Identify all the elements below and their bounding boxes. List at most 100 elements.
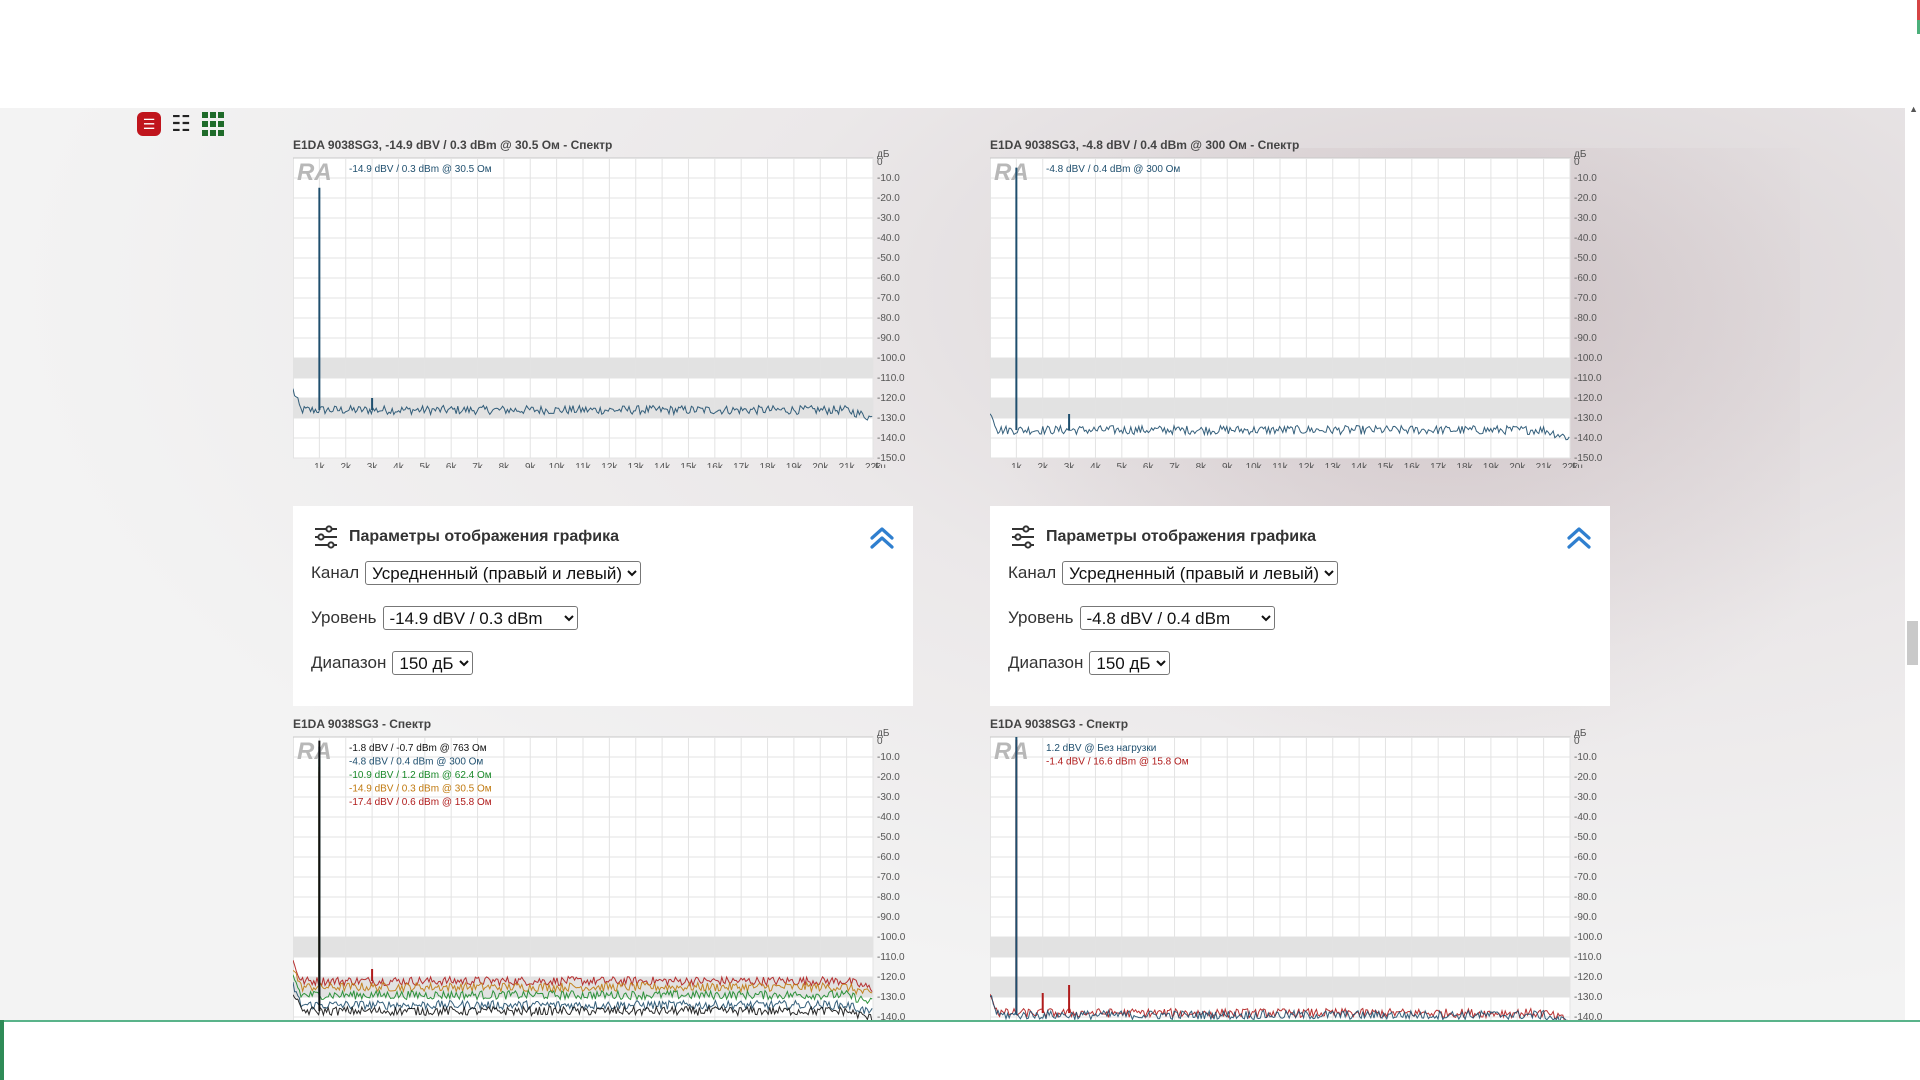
channel-label: Канал: [1008, 563, 1057, 582]
x-tick-label: 12k: [601, 462, 618, 468]
x-tick-label: 15k: [1377, 462, 1394, 468]
chevron-up-double-icon[interactable]: [1566, 526, 1592, 550]
y-tick-label: -80.0: [1574, 892, 1597, 903]
y-tick-label: -130.0: [1574, 992, 1603, 1003]
scroll-up-arrow-icon[interactable]: ▲: [1909, 104, 1918, 114]
corner-accent: [1917, 20, 1920, 34]
x-tick-label: 20k: [1509, 462, 1526, 468]
y-tick-label: -20.0: [877, 772, 900, 783]
y-tick-label: -40.0: [877, 233, 900, 244]
legend-entry: 1.2 dBV @ Без нагрузки: [1046, 743, 1156, 754]
y-tick-label: -80.0: [1574, 313, 1597, 324]
chart-title: E1DA 9038SG3 - Спектр: [990, 717, 1129, 731]
range-row: Диапазон 150 дБ: [311, 651, 474, 675]
channel-row: Канал Усредненный (правый и левый): [311, 561, 642, 585]
x-tick-label: 11k: [1272, 462, 1288, 468]
y-tick-label: -30.0: [1574, 792, 1597, 803]
x-tick-label: 14k: [1351, 462, 1368, 468]
noise-floor-line: [293, 388, 873, 421]
y-tick-label: 0: [877, 157, 883, 168]
y-tick-label: -50.0: [1574, 253, 1597, 264]
list-icon[interactable]: ☷: [171, 111, 191, 136]
x-tick-label: 1k: [1011, 462, 1023, 468]
y-tick-label: -110.0: [877, 373, 905, 384]
y-tick-label: -40.0: [877, 812, 900, 823]
y-tick-label: -90.0: [1574, 333, 1597, 344]
y-tick-label: -90.0: [877, 333, 900, 344]
noise-floor-line: [293, 959, 873, 992]
legend-entry: -1.4 dBV / 16.6 dBm @ 15.8 Ом: [1046, 757, 1189, 768]
scrollbar[interactable]: [1905, 108, 1920, 1020]
x-tick-label: 2k: [1037, 462, 1049, 468]
x-tick-label: 18k: [1456, 462, 1473, 468]
grid-icon[interactable]: [201, 112, 225, 136]
scrollbar-thumb[interactable]: [1907, 621, 1918, 665]
x-tick-label: 16k: [707, 462, 724, 468]
level-row: Уровень -4.8 dBV / 0.4 dBm: [1008, 606, 1275, 630]
x-tick-label: 17k: [733, 462, 750, 468]
x-tick-label: 5k: [1117, 462, 1129, 468]
y-tick-label: -60.0: [1574, 852, 1597, 863]
y-tick-label: -140.0: [1574, 1012, 1603, 1020]
x-tick-label: 5k: [420, 462, 432, 468]
chart-plot: дБ0 -10.0 -20.0 -30.0 -40.0 -50.0 -60.0 -70.0 -8…: [293, 729, 906, 1020]
bottom-bar: [0, 1020, 1920, 1080]
range-label: Диапазон: [311, 653, 387, 672]
chart-settings-panel: Параметры отображения графика Канал Усре…: [990, 506, 1610, 706]
range-select[interactable]: 150 дБ: [1089, 651, 1171, 675]
noise-floor-line: [990, 993, 1569, 1020]
y-tick-label: -150.0: [1574, 453, 1603, 464]
chevron-up-double-icon[interactable]: [869, 526, 895, 550]
legend-entry: -14.9 dBV / 0.3 dBm @ 30.5 Ом: [349, 164, 492, 175]
x-tick-label: 3k: [367, 462, 379, 468]
y-tick-label: -110.0: [877, 952, 905, 963]
x-tick-label: 7k: [472, 462, 484, 468]
y-tick-label: -120.0: [877, 393, 906, 404]
y-tick-label: -140.0: [1574, 433, 1603, 444]
noise-floor-line: [990, 413, 1570, 441]
series-trace: [990, 167, 1570, 441]
x-tick-label: 21k: [839, 462, 856, 468]
chart-plot: дБ0 -10.0 -20.0 -30.0 -40.0 -50.0 -60.0 -70.0 -8…: [293, 150, 906, 468]
level-select[interactable]: -4.8 dBV / 0.4 dBm: [1079, 606, 1275, 630]
y-tick-label: -40.0: [1574, 233, 1597, 244]
x-tick-label: 10k: [1246, 462, 1263, 468]
legend-entry: -17.4 dBV / 0.6 dBm @ 15.8 Ом: [349, 797, 492, 808]
y-tick-label: -50.0: [1574, 832, 1597, 843]
bottom-accent: [0, 1020, 4, 1080]
level-select[interactable]: -14.9 dBV / 0.3 dBm: [382, 606, 578, 630]
channel-select[interactable]: Усредненный (правый и левый): [365, 561, 642, 585]
y-tick-label: -120.0: [877, 972, 906, 983]
x-tick-label: 4k: [1090, 462, 1102, 468]
range-select[interactable]: 150 дБ: [392, 651, 474, 675]
menu-icon[interactable]: ☰: [137, 112, 161, 136]
legend-entry: -4.8 dBV / 0.4 dBm @ 300 Ом: [1046, 164, 1180, 175]
y-tick-label: -50.0: [877, 832, 900, 843]
series-trace: [293, 740, 873, 1020]
y-tick-label: -100.0: [1574, 932, 1603, 943]
content-area: ☰ ☷ E1DA 9038SG3, -14.9 dBV / 0.3 dBm @ …: [0, 108, 1905, 1020]
chart-plot: дБ0 -10.0 -20.0 -30.0 -40.0 -50.0 -60.0 -70.0 -8…: [990, 150, 1603, 468]
y-tick-label: -20.0: [877, 193, 900, 204]
chart-plot: дБ0 -10.0 -20.0 -30.0 -40.0 -50.0 -60.0 -70.0 -8…: [990, 729, 1603, 1020]
y-tick-label: 0: [877, 736, 883, 747]
y-tick-label: -10.0: [1574, 173, 1597, 184]
noise-floor-line: [293, 994, 873, 1020]
x-tick-label: 14k: [654, 462, 671, 468]
x-tick-label: 8k: [1196, 462, 1208, 468]
x-tick-label: 7k: [1169, 462, 1181, 468]
x-tick-label: 22k: [865, 462, 882, 468]
y-tick-label: -70.0: [877, 293, 900, 304]
y-tick-label: -90.0: [1574, 912, 1597, 923]
y-tick-label: -20.0: [1574, 193, 1597, 204]
ra-logo: RA: [994, 738, 1029, 765]
channel-select[interactable]: Усредненный (правый и левый): [1062, 561, 1339, 585]
y-tick-label: -40.0: [1574, 812, 1597, 823]
y-unit-label: дБ: [1574, 150, 1587, 160]
chart-title: E1DA 9038SG3, -14.9 dBV / 0.3 dBm @ 30.5…: [293, 138, 613, 152]
settings-sliders-icon: [315, 525, 337, 549]
ra-logo: RA: [297, 738, 332, 765]
legend-entry: -1.8 dBV / -0.7 dBm @ 763 Ом: [349, 743, 487, 754]
ra-logo: RA: [994, 159, 1029, 186]
spectrum-chart: E1DA 9038SG3, -14.9 dBV / 0.3 dBm @ 30.5…: [293, 138, 913, 468]
